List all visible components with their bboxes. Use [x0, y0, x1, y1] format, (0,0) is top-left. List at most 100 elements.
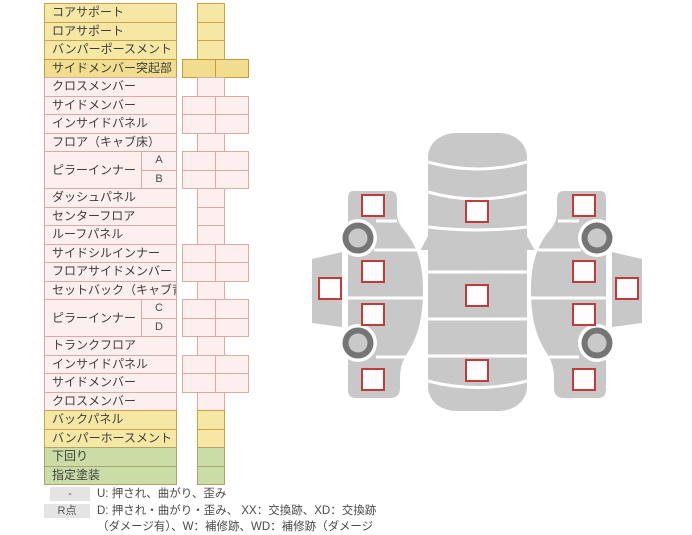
table-row: バンパーホースメント	[44, 428, 254, 448]
damage-cell-pair[interactable]	[182, 151, 249, 171]
pillar-sub-label-d: D	[141, 317, 177, 337]
damage-cell-left[interactable]	[183, 300, 215, 318]
damage-cell-right[interactable]	[215, 96, 248, 114]
top-view-divider	[427, 190, 528, 201]
legend-text-r: D: 押され・曲がり・歪み、 XX：交換跡、XD：交換跡 （ダメージ有）、W：補…	[97, 503, 385, 535]
damage-cell-left[interactable]	[183, 60, 215, 78]
table-row: ルーフパネル	[44, 225, 254, 245]
damage-cell-pair[interactable]	[182, 299, 249, 319]
damage-cell[interactable]	[197, 77, 225, 97]
row-label: 下回り	[44, 447, 177, 467]
damage-cell-right[interactable]	[215, 115, 248, 133]
damage-cell-right[interactable]	[215, 300, 248, 318]
damage-cell[interactable]	[197, 465, 225, 485]
pillar-inner-group-ab: ピラーインナー A B	[44, 151, 254, 189]
damage-cell-pair[interactable]	[182, 114, 249, 134]
row-label: 指定塗装	[44, 465, 177, 485]
table-row: サイドメンバー	[44, 373, 254, 393]
damage-cell-right[interactable]	[215, 355, 248, 373]
check-square-right-side-lower[interactable]	[572, 303, 596, 326]
damage-cell[interactable]	[197, 280, 225, 300]
table-row: フロア（キャブ床）	[44, 132, 254, 152]
damage-cell-left[interactable]	[183, 374, 215, 392]
check-square-left-side-top[interactable]	[361, 194, 385, 217]
check-square-left-side-upper[interactable]	[361, 260, 385, 283]
check-square-right-side-upper[interactable]	[572, 260, 596, 283]
check-square-left-fender[interactable]	[318, 277, 342, 300]
damage-cell-right[interactable]	[215, 152, 248, 170]
row-label: バンパーポースメント	[44, 40, 177, 60]
damage-cell[interactable]	[197, 3, 225, 23]
damage-cell[interactable]	[197, 447, 225, 467]
top-view-divider	[427, 225, 528, 232]
damage-cell-right[interactable]	[215, 263, 248, 281]
damage-cell-pair[interactable]	[182, 354, 249, 374]
damage-cell-left[interactable]	[183, 115, 215, 133]
damage-cell[interactable]	[197, 132, 225, 152]
row-label: バンパーホースメント	[44, 428, 177, 448]
damage-cell-pair[interactable]	[182, 317, 249, 337]
legend-row-u: - U: 押され、曲がり、歪み	[40, 486, 385, 502]
check-square-right-fender[interactable]	[615, 277, 639, 300]
damage-cell[interactable]	[197, 428, 225, 448]
damage-cell-right[interactable]	[215, 318, 248, 336]
table-row: セットバック（キャブ背）	[44, 280, 254, 300]
table-row: クロスメンバー	[44, 391, 254, 411]
table-row: コアサポート	[44, 3, 254, 23]
damage-cell-right[interactable]	[215, 59, 248, 77]
damage-cell-left[interactable]	[183, 263, 215, 281]
damage-cell-pair[interactable]	[182, 169, 249, 189]
row-label: フロア（キャブ床）	[44, 132, 177, 152]
check-square-center-front[interactable]	[465, 200, 489, 223]
damage-cell[interactable]	[197, 225, 225, 245]
top-view-divider	[427, 160, 528, 171]
table-row: 下回り	[44, 447, 254, 467]
check-square-left-side-lower[interactable]	[361, 303, 385, 326]
damage-cell-pair[interactable]	[182, 58, 249, 78]
table-row: サイドメンバー突起部	[44, 58, 254, 78]
row-label: サイドメンバー	[44, 373, 177, 393]
left-mirror-icon	[420, 236, 428, 250]
row-label: インサイドパネル	[44, 114, 177, 134]
damage-cell-right[interactable]	[215, 374, 248, 392]
check-square-right-side-bottom[interactable]	[572, 368, 596, 391]
damage-cell-stack	[182, 299, 249, 337]
damage-cell-pair[interactable]	[182, 262, 249, 282]
damage-cell[interactable]	[197, 21, 225, 41]
damage-cell-pair[interactable]	[182, 373, 249, 393]
table-row: フロアサイドメンバー	[44, 262, 254, 282]
damage-cell-stack	[182, 151, 249, 189]
table-row: バンパーポースメント	[44, 40, 254, 60]
damage-cell-left[interactable]	[183, 356, 215, 374]
pillar-sub-label-a: A	[141, 151, 177, 171]
damage-cell-left[interactable]	[183, 97, 215, 115]
damage-cell[interactable]	[197, 206, 225, 226]
check-square-center-middle[interactable]	[465, 284, 489, 307]
damage-cell-pair[interactable]	[182, 243, 249, 263]
row-label: ピラーインナー	[44, 299, 142, 337]
damage-cell[interactable]	[197, 391, 225, 411]
table-row: サイドメンバー	[44, 95, 254, 115]
left-front-wheel-icon	[339, 219, 377, 257]
damage-cell[interactable]	[197, 410, 225, 430]
damage-cell-left[interactable]	[183, 152, 215, 170]
row-label: バックパネル	[44, 410, 177, 430]
damage-cell-right[interactable]	[215, 170, 248, 188]
damage-cell-left[interactable]	[183, 245, 215, 263]
damage-cell-left[interactable]	[183, 171, 215, 189]
damage-cell-pair[interactable]	[182, 95, 249, 115]
damage-cell[interactable]	[197, 188, 225, 208]
row-label: クロスメンバー	[44, 77, 177, 97]
check-square-right-side-top[interactable]	[572, 194, 596, 217]
damage-cell-left[interactable]	[183, 319, 215, 337]
legend: - U: 押され、曲がり、歪み R点 D: 押され・曲がり・歪み、 XX：交換跡…	[40, 486, 385, 535]
row-label: フロアサイドメンバー	[44, 262, 177, 282]
pillar-sub-column: C D	[141, 299, 177, 337]
damage-cell[interactable]	[197, 40, 225, 60]
damage-cell-right[interactable]	[215, 244, 248, 262]
damage-cell[interactable]	[197, 336, 225, 356]
check-square-center-rear[interactable]	[465, 359, 489, 382]
legend-symbol-dash: -	[50, 487, 90, 501]
check-square-left-side-bottom[interactable]	[361, 368, 385, 391]
